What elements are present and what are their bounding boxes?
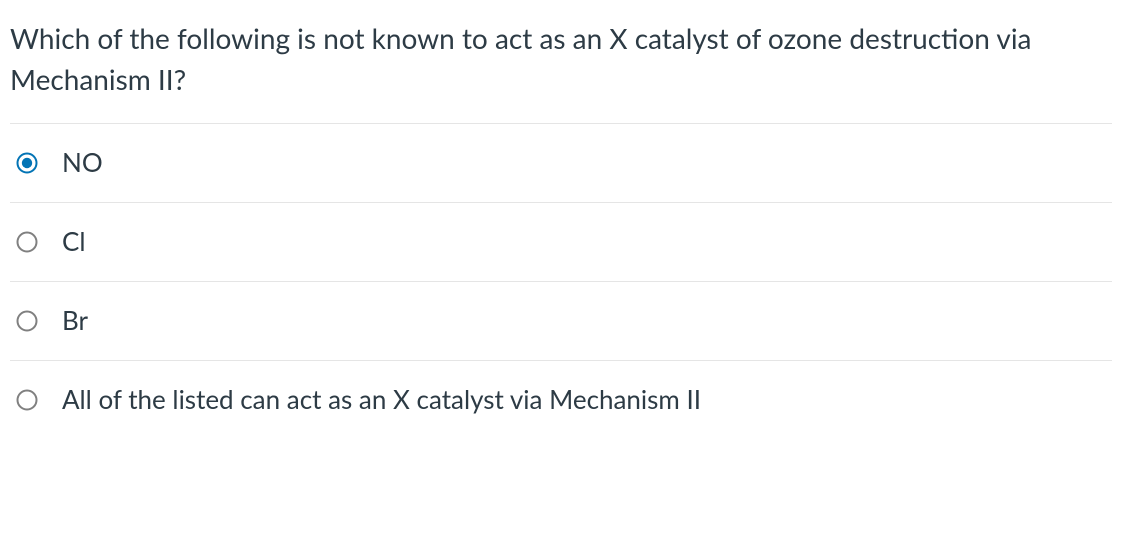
radio-unselected-icon[interactable] xyxy=(16,389,38,411)
radio-unselected-icon[interactable] xyxy=(16,231,38,253)
radio-unselected-icon[interactable] xyxy=(16,310,38,332)
option-row[interactable]: Cl xyxy=(10,203,1112,282)
question-text: Which of the following is not known to a… xyxy=(10,18,1112,99)
options-list: NO Cl Br All of the xyxy=(10,123,1112,438)
radio-selected-icon[interactable] xyxy=(16,152,38,174)
option-label: Cl xyxy=(62,225,86,259)
option-label: NO xyxy=(62,146,103,180)
option-label: All of the listed can act as an X cataly… xyxy=(62,383,701,417)
quiz-question-block: Which of the following is not known to a… xyxy=(0,0,1122,449)
option-label: Br xyxy=(62,304,88,338)
option-row[interactable]: Br xyxy=(10,282,1112,361)
option-row[interactable]: All of the listed can act as an X cataly… xyxy=(10,361,1112,439)
option-row[interactable]: NO xyxy=(10,124,1112,203)
